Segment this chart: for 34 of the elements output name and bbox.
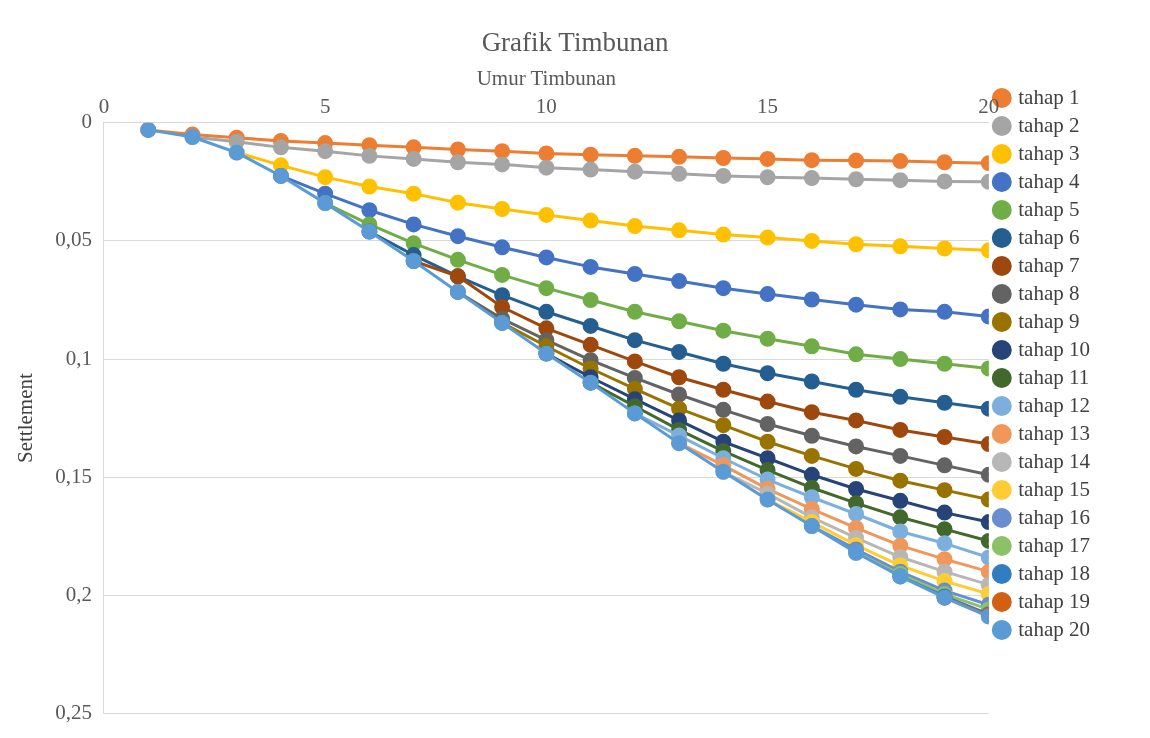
legend-label: tahap 18 bbox=[1018, 560, 1091, 585]
y-tick-label: 0,25 bbox=[55, 699, 92, 724]
y-tick-label: 0,15 bbox=[55, 463, 92, 488]
legend-label: tahap 16 bbox=[1018, 504, 1091, 529]
x-tick-label: 15 bbox=[757, 93, 779, 118]
legend-label: tahap 19 bbox=[1018, 588, 1091, 613]
x-tick-label: 5 bbox=[319, 93, 331, 118]
x-tick-label: 10 bbox=[535, 93, 557, 118]
legend-label: tahap 4 bbox=[1018, 168, 1080, 193]
legend-label: tahap 14 bbox=[1018, 448, 1091, 473]
x-tick-label: 0 bbox=[98, 93, 110, 118]
legend-label: tahap 13 bbox=[1018, 420, 1091, 445]
legend-label: tahap 2 bbox=[1018, 112, 1080, 137]
legend-label: tahap 10 bbox=[1018, 336, 1091, 361]
y-tick-label: 0,05 bbox=[55, 227, 92, 252]
y-tick-label: 0,1 bbox=[65, 345, 92, 370]
legend-label: tahap 7 bbox=[1018, 252, 1080, 277]
legend-label: tahap 6 bbox=[1018, 224, 1080, 249]
x-axis-title: Umur Timbunan bbox=[476, 65, 617, 90]
y-axis-title: Settlement bbox=[13, 373, 38, 464]
x-tick-label: 20 bbox=[978, 93, 1000, 118]
legend-label: tahap 3 bbox=[1018, 140, 1080, 165]
legend-label: tahap 20 bbox=[1018, 616, 1091, 641]
legend-label: tahap 12 bbox=[1018, 392, 1091, 417]
legend-label: tahap 15 bbox=[1018, 476, 1091, 501]
legend-label: tahap 17 bbox=[1018, 532, 1091, 557]
y-tick-label: 0 bbox=[81, 109, 92, 134]
legend-label: tahap 9 bbox=[1018, 308, 1080, 333]
chart-title: Grafik Timbunan bbox=[481, 27, 669, 58]
y-tick-label: 0,2 bbox=[65, 581, 92, 606]
legend-label: tahap 11 bbox=[1018, 364, 1090, 389]
legend-label: tahap 8 bbox=[1018, 280, 1080, 305]
legend-label: tahap 5 bbox=[1018, 196, 1080, 221]
legend-label: tahap 1 bbox=[1018, 84, 1080, 109]
